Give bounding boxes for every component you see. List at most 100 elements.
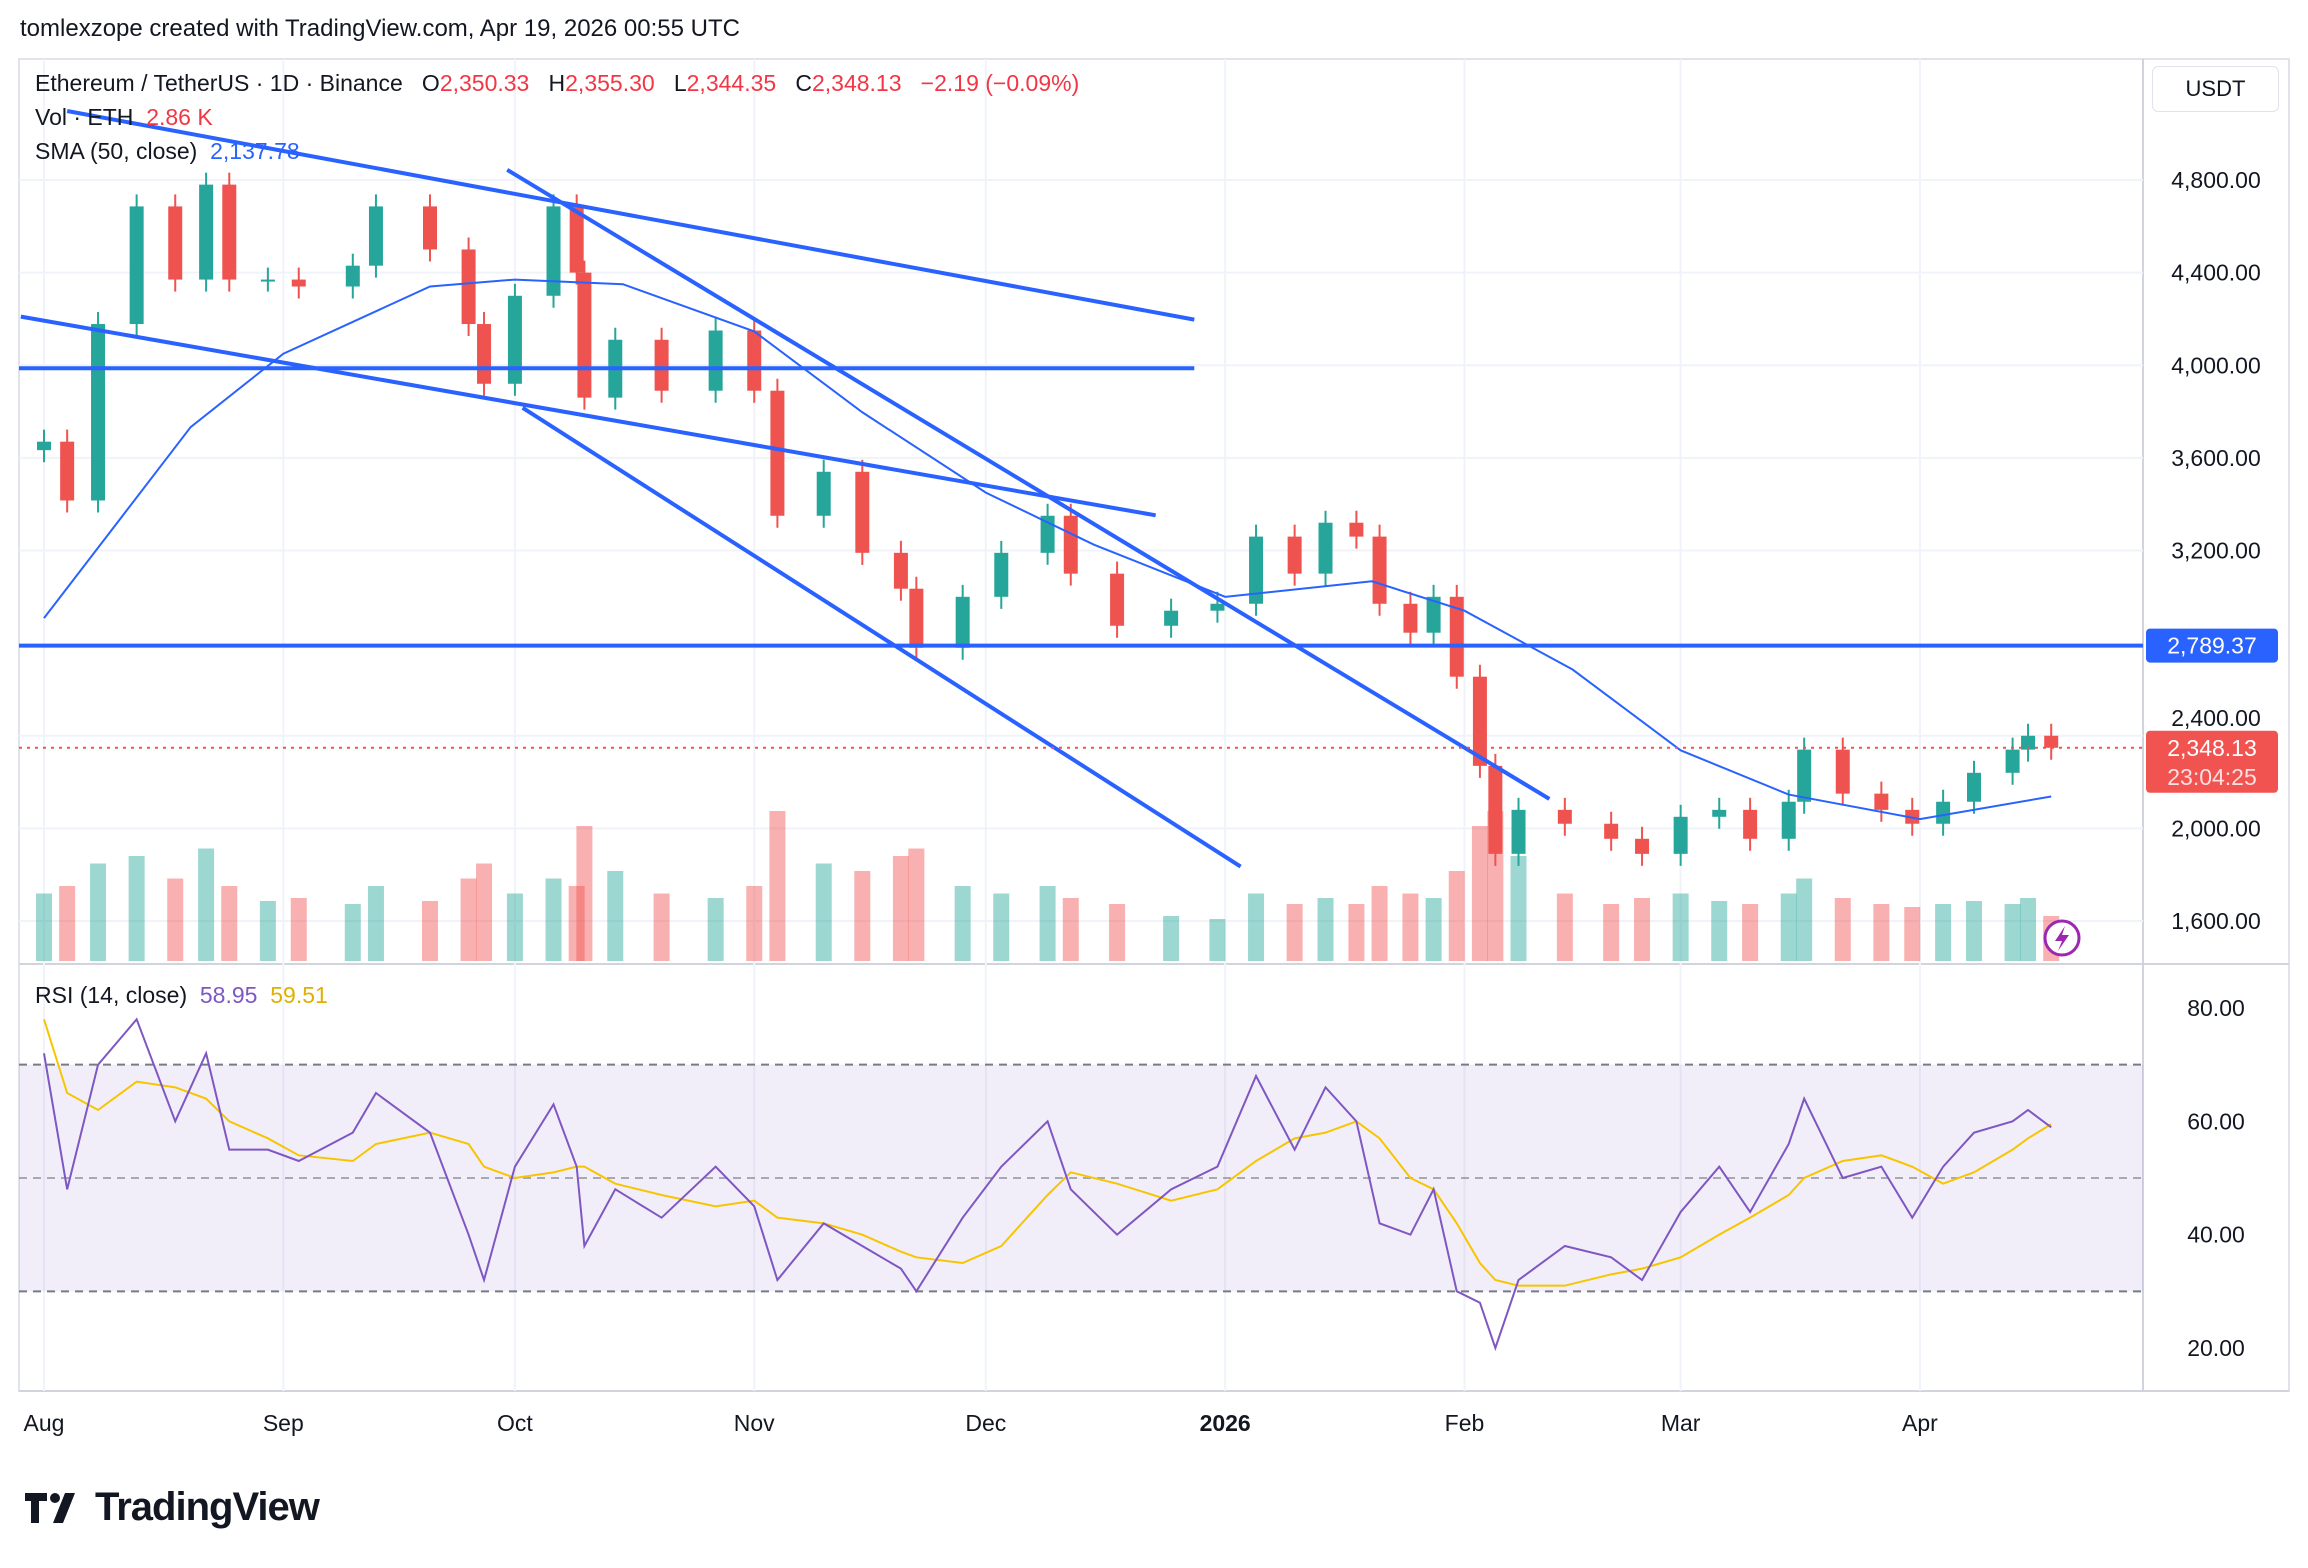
volume-bar <box>259 901 276 961</box>
price-tick-label: 1,600.00 <box>2171 908 2261 934</box>
volume-bar <box>1286 904 1303 961</box>
candle-body <box>222 184 237 280</box>
rsi-label[interactable]: RSI (14, close) <box>35 982 188 1008</box>
volume-bar <box>653 893 670 961</box>
candle-body <box>770 390 785 516</box>
candle-body <box>994 552 1009 597</box>
candle-body <box>1426 596 1441 633</box>
volume-bar <box>1780 893 1797 961</box>
candle-body <box>577 272 592 398</box>
close-value: 2,348.13 <box>811 70 902 96</box>
volume-bar <box>36 893 52 961</box>
rsi-tick-label: 40.00 <box>2187 1222 2245 1248</box>
volume-bar <box>1039 886 1056 961</box>
candle-body <box>1557 809 1572 824</box>
volume-bar <box>568 886 585 961</box>
volume-bar <box>476 863 493 961</box>
volume-bar <box>1556 893 1573 961</box>
volume-bar <box>221 886 238 961</box>
volume-bar <box>1672 893 1689 961</box>
candle-body <box>129 206 144 325</box>
symbol-name[interactable]: Ethereum / TetherUS · 1D · Binance <box>35 70 403 96</box>
volume-bar <box>892 856 909 961</box>
candle-body <box>199 184 214 280</box>
candle-body <box>569 206 584 273</box>
candle-body <box>1604 823 1619 839</box>
volume-bar <box>1209 919 1226 961</box>
volume-bar <box>954 886 971 961</box>
axes: Aug Sep Oct Nov Dec 2026 Feb Mar Apr 1,600.00 2,00… <box>24 167 2278 1436</box>
overlays <box>19 109 2143 869</box>
time-tick-label: Nov <box>734 1410 775 1436</box>
volume-bar <box>1935 904 1952 961</box>
volume-bar <box>1371 886 1388 961</box>
volume-bar <box>1109 904 1126 961</box>
rsi-tick-label: 20.00 <box>2187 1335 2245 1361</box>
time-tick-label: 2026 <box>1200 1410 1251 1436</box>
volume-value: 2.86 K <box>146 104 213 130</box>
volume-bar <box>367 886 384 961</box>
candle-body <box>1635 838 1650 854</box>
volume-bar <box>1603 904 1620 961</box>
volume-bar <box>1062 898 1079 961</box>
candle-body <box>816 471 831 516</box>
volume-bar <box>2004 904 2021 961</box>
candle-body <box>654 339 669 391</box>
candle-body <box>368 206 383 266</box>
sma-value: 2,137.78 <box>210 138 300 164</box>
candle-body <box>2005 749 2020 773</box>
volume-bar <box>422 901 438 961</box>
tradingview-logo-icon <box>25 1492 75 1523</box>
volume-bar <box>1711 901 1728 961</box>
trendline <box>506 168 1551 801</box>
volume-bar <box>128 856 145 961</box>
high-label: H <box>548 70 566 96</box>
tradingview-logo[interactable]: TradingView <box>25 1485 320 1530</box>
candle-body <box>345 265 360 287</box>
price-tick-label: 4,400.00 <box>2171 260 2261 286</box>
volume-bar <box>854 871 871 961</box>
volume-label[interactable]: Vol · ETH <box>35 104 134 130</box>
candle-body <box>1449 596 1464 677</box>
candle-body <box>1797 749 1812 802</box>
volume-bar <box>344 904 361 961</box>
candle-body <box>1210 603 1225 611</box>
candle-body <box>893 552 908 589</box>
rsi-band <box>19 1064 2143 1292</box>
volume-bar <box>576 826 593 961</box>
candle-body <box>855 471 870 553</box>
candle-body <box>909 588 924 648</box>
candle-body <box>2044 735 2059 748</box>
volume-bar <box>769 811 786 961</box>
candle-body <box>1164 610 1179 626</box>
volume-bar <box>198 848 215 961</box>
candle-body <box>423 206 437 250</box>
sma-legend: SMA (50, close) 2,137.78 <box>35 138 300 165</box>
volume-bar <box>1796 878 1813 961</box>
lightning-icon-glyph <box>2055 926 2069 951</box>
price-tick-label: 4,000.00 <box>2171 352 2261 378</box>
volume-bar <box>1471 826 1488 961</box>
rsi-tick-label: 60.00 <box>2187 1108 2245 1134</box>
currency-button[interactable]: USDT <box>2152 66 2279 112</box>
candle-body <box>507 295 522 384</box>
candle-body <box>291 279 306 287</box>
sma-label[interactable]: SMA (50, close) <box>35 138 198 164</box>
candle-body <box>1874 793 1889 810</box>
volume-bar <box>908 848 925 961</box>
volume-bar <box>1742 904 1759 961</box>
candle-body <box>1318 522 1333 574</box>
rsi-ma-value: 59.51 <box>270 982 328 1008</box>
candle-body <box>1967 772 1981 802</box>
time-tick-label: Feb <box>1445 1410 1485 1436</box>
price-tick-label: 2,000.00 <box>2171 815 2261 841</box>
time-tick-label: Aug <box>24 1410 65 1436</box>
candle-body <box>260 279 275 282</box>
change-value: −2.19 (−0.09%) <box>920 70 1080 96</box>
volume-bar <box>59 886 76 961</box>
trendline <box>20 314 1157 518</box>
candles <box>37 172 2059 866</box>
price-tick-label: 4,800.00 <box>2171 167 2261 193</box>
last-price-box <box>2146 730 2278 793</box>
